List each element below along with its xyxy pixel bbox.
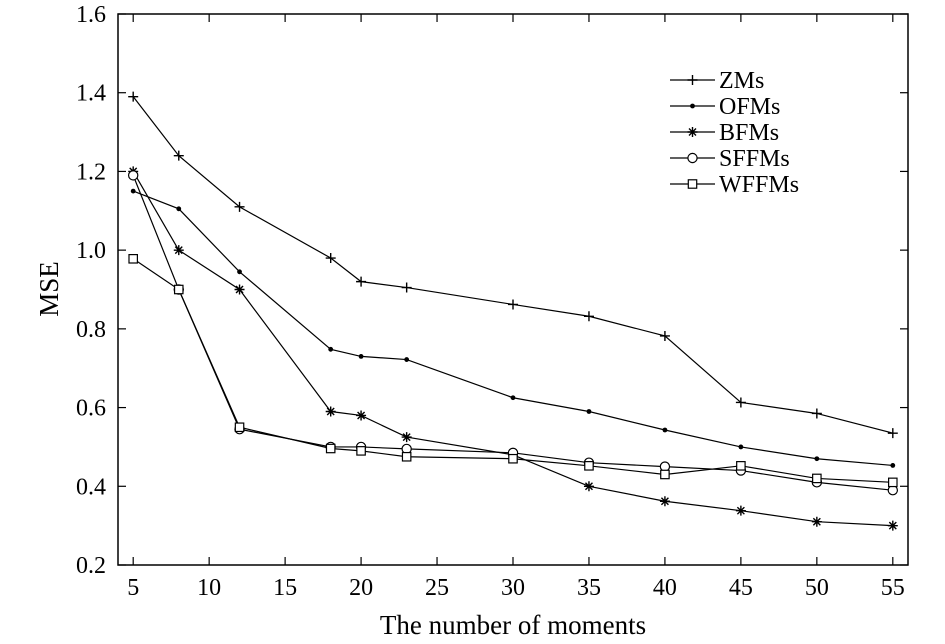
legend-marker-sffms [687,152,698,164]
series-ofms [130,188,896,468]
data-point-sffms [127,170,139,181]
legend-label-wffms: WFFMs [719,172,799,198]
series-line-ofms [132,190,893,467]
legend-item-sffms: SFFMs [670,146,790,172]
x-tick-label: 55 [881,575,905,601]
y-tick-label: 1.6 [76,2,106,28]
data-point-wffms [660,469,670,480]
data-point-zms [128,91,139,102]
legend-label-zms: ZMs [719,68,764,94]
x-tick-label: 15 [273,575,297,601]
data-point-zms [356,276,367,287]
data-point-ofms [586,409,592,414]
y-tick-label: 1.4 [76,81,106,107]
series-bfms [128,166,898,531]
data-point-wffms [173,284,184,295]
legend-item-zms: ZMs [670,68,764,94]
series-line-wffms [132,258,893,483]
data-point-ofms [130,188,136,194]
data-point-wffms [508,453,518,464]
data-point-wffms [401,451,412,462]
data-point-wffms [356,446,366,456]
data-point-wffms [736,461,746,471]
legend-label-ofms: OFMs [719,94,780,120]
x-tick-label: 45 [729,575,753,601]
data-point-ofms [662,427,668,433]
data-point-zms [508,299,518,310]
data-point-bfms [234,284,245,295]
y-axis-title: MSE [34,261,64,317]
data-point-bfms [735,505,746,516]
series-line-zms [132,96,893,434]
legend-item-bfms: BFMs [670,120,779,146]
data-point-zms [234,201,245,212]
data-point-ofms [176,206,182,212]
data-point-ofms [237,269,242,275]
data-point-bfms [356,410,367,421]
y-tick-label: 1.0 [76,238,106,264]
data-point-zms [659,330,670,341]
data-point-wffms [128,254,138,264]
data-point-zms [887,428,898,439]
data-point-ofms [510,395,516,401]
data-point-wffms [584,461,594,471]
y-tick-label: 0.2 [76,553,106,579]
data-point-wffms [325,443,336,454]
data-point-bfms [325,406,336,417]
data-point-ofms [404,357,410,362]
data-point-bfms [583,481,594,492]
data-point-zms [735,397,746,408]
series-layer [127,91,899,531]
legend-marker-wffms [687,179,698,189]
data-point-ofms [814,456,820,462]
x-tick-label: 10 [197,575,221,601]
data-point-ofms [738,444,744,450]
series-sffms [127,170,899,496]
y-tick-label: 1.2 [76,159,106,185]
data-point-zms [173,150,184,161]
data-point-ofms [358,354,364,359]
data-point-wffms [234,422,245,433]
y-tick-label: 0.4 [76,474,106,500]
data-point-bfms [659,496,670,507]
data-point-bfms [173,245,184,256]
data-point-zms [583,311,594,322]
data-point-bfms [887,520,898,531]
data-point-ofms [328,346,334,352]
data-point-zms [811,408,822,419]
y-tick-label: 0.6 [76,396,106,422]
x-tick-label: 35 [577,575,601,601]
legend-label-sffms: SFFMs [719,146,790,172]
legend-item-ofms: OFMs [670,94,780,120]
data-point-wffms [812,473,822,484]
data-point-bfms [811,516,822,527]
data-point-zms [325,253,336,264]
y-tick-label: 0.8 [76,317,106,343]
series-line-sffms [132,175,893,491]
x-axis-title: The number of moments [380,610,646,640]
x-tick-label: 30 [501,575,525,601]
axis-ticks: 5 10 15 20 25 30 35 40 45 50 55 0.2 0.4 0.6 0.8 1.0 1.2 1… [76,2,908,601]
legend-marker-ofms [690,103,695,109]
series-line-bfms [132,171,893,527]
data-point-ofms [890,463,896,468]
data-point-wffms [888,477,898,488]
x-tick-label: 5 [127,575,139,601]
x-tick-label: 20 [349,575,373,601]
data-point-bfms [401,432,412,443]
data-point-zms [401,282,412,293]
series-zms [128,91,898,439]
legend-marker-bfms [687,127,698,137]
legend-item-wffms: WFFMs [670,172,799,198]
series-wffms [128,254,898,488]
x-tick-label: 40 [653,575,677,601]
x-tick-label: 50 [805,575,829,601]
legend-marker-zms [687,75,698,85]
legend-label-bfms: BFMs [719,120,779,146]
x-tick-label: 25 [425,575,449,601]
